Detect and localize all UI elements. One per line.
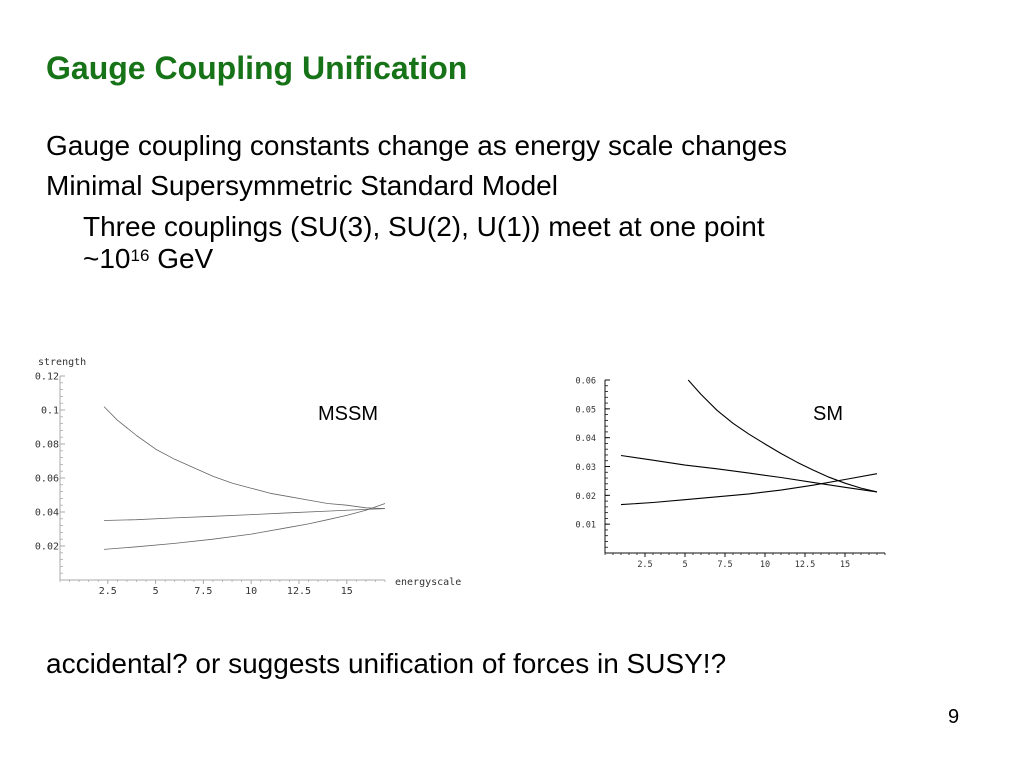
chart1-x-tick-label: 2.5 [637,560,652,570]
chart1-y-tick-label: 0.04 [576,434,596,444]
bullet-coupling-change: Gauge coupling constants change as energ… [46,130,787,161]
chart1-series-2-line [620,454,878,493]
chart0-y-tick-label: 0.1 [41,406,59,417]
chart1-y-tick-label: 0.03 [576,463,596,473]
bullet-three-couplings: Three couplings (SU(3), SU(2), U(1)) mee… [83,211,765,275]
chart0-y-tick-label: 0.04 [35,508,59,519]
chart0-series-3-line [103,503,386,550]
chart0-y-tick-label: 0.02 [35,542,59,553]
chart0-y-tick-label: 0.06 [35,474,59,485]
chart1-x-tick-label: 10 [760,560,770,570]
chart0-label: MSSM [318,403,378,425]
bullet-mssm: Minimal Supersymmetric Standard Model [46,170,558,201]
chart0-x-tick-label: 10 [245,586,257,597]
chart1-series-1-line [687,379,878,493]
chart0-x-tick-label: 5 [153,586,159,597]
chart1-y-tick-label: 0.05 [576,405,596,415]
sm-chart: 2.5 5 7.5 10 12.5 15 0.01 0.02 0.03 0.04 0.05 0.06 S… [576,377,886,570]
slide-title: Gauge Coupling Unification [46,50,468,86]
chart0-y-axis-label: strength [38,357,86,368]
chart0-x-axis-label: energyscale [395,577,461,588]
chart1-x-tick-label: 7.5 [717,560,732,570]
chart1-y-tick-label: 0.06 [576,377,596,387]
chart1-series-3-line [620,473,878,506]
chart1-x-tick-label: 12.5 [795,560,815,570]
chart1-x-tick-label: 15 [840,560,850,570]
page-number: 9 [948,706,960,728]
unification-scale-base: ~10 [83,243,131,274]
unification-scale-exponent: 16 [130,246,150,265]
chart1-label: SM [813,403,843,425]
footer-question: accidental? or suggests unification of f… [46,648,727,679]
chart0-y-tick-label: 0.12 [35,372,59,383]
unification-scale: ~1016 GeV [83,243,765,275]
chart1-y-tick-label: 0.01 [576,521,596,531]
chart0-y-tick-label: 0.08 [35,440,59,451]
chart0-x-tick-label: 12.5 [287,586,311,597]
chart0-series-2-line [103,508,386,521]
chart0-x-tick-label: 15 [341,586,353,597]
chart1-y-tick-label: 0.02 [576,492,596,502]
chart0-x-tick-label: 7.5 [194,586,212,597]
chart0-x-tick-label: 2.5 [99,586,117,597]
chart0-series-1-line [103,406,386,509]
bullet-three-couplings-text: Three couplings (SU(3), SU(2), U(1)) mee… [83,211,765,242]
unification-scale-unit: GeV [149,243,214,274]
chart1-x-tick-label: 5 [682,560,687,570]
mssm-chart: 2.5 5 7.5 10 12.5 15 0.02 0.04 0.06 0.08 0.1 0.12 st… [35,357,461,597]
